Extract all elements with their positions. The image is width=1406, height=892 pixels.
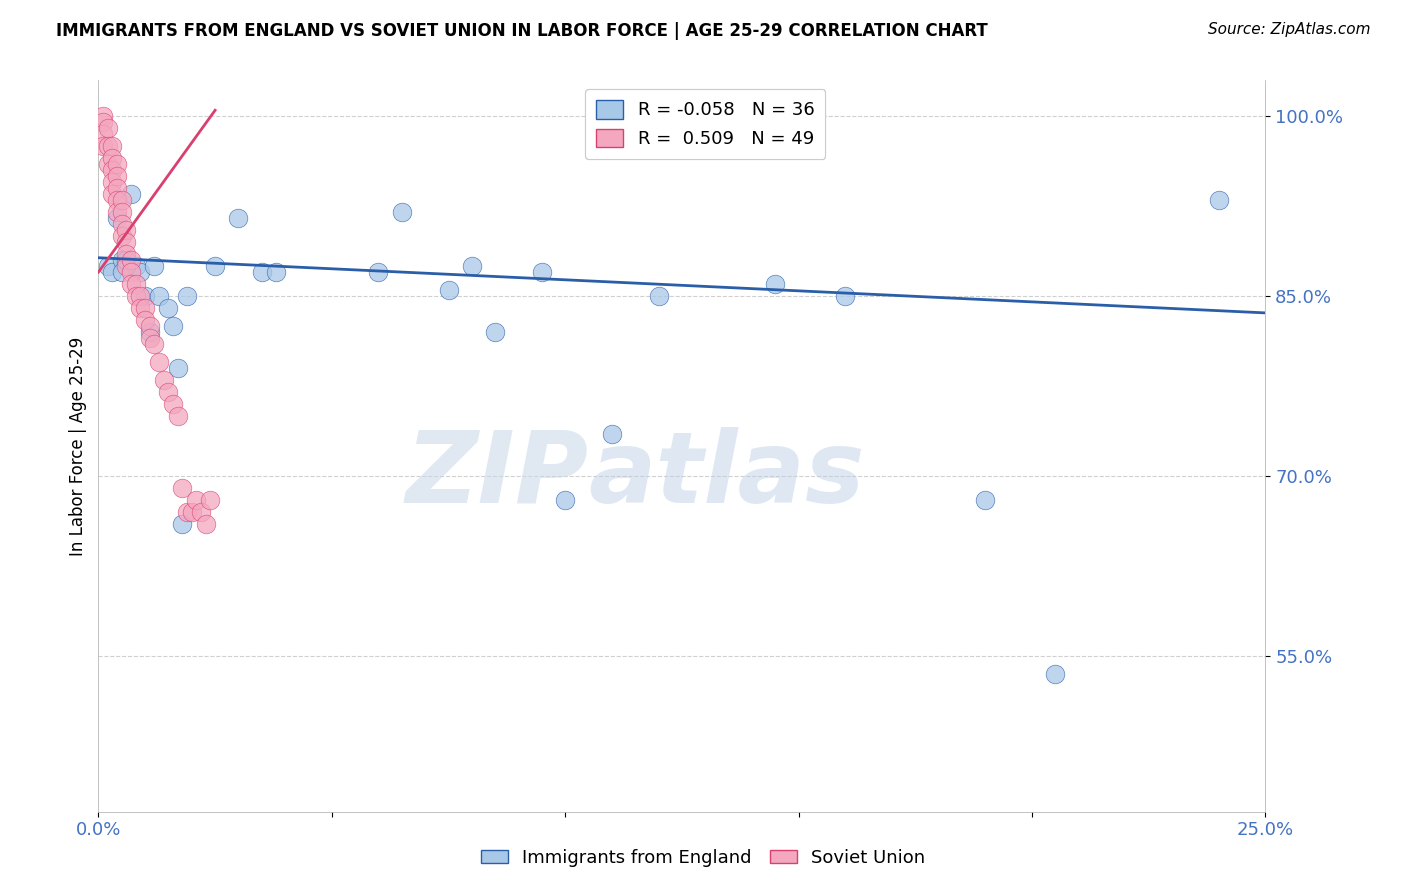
Point <box>143 259 166 273</box>
Point <box>461 259 484 273</box>
Point <box>125 259 148 273</box>
Point <box>148 355 170 369</box>
Point <box>139 319 162 334</box>
Point <box>91 127 114 141</box>
Y-axis label: In Labor Force | Age 25-29: In Labor Force | Age 25-29 <box>69 336 87 556</box>
Point <box>101 265 124 279</box>
Point <box>152 373 174 387</box>
Point <box>176 289 198 303</box>
Point <box>101 163 124 178</box>
Point <box>204 259 226 273</box>
Point <box>437 283 460 297</box>
Point <box>134 301 156 315</box>
Point <box>157 301 180 315</box>
Point <box>264 265 287 279</box>
Point <box>166 361 188 376</box>
Text: atlas: atlas <box>589 426 865 524</box>
Point <box>120 277 142 292</box>
Point <box>105 193 128 207</box>
Text: IMMIGRANTS FROM ENGLAND VS SOVIET UNION IN LABOR FORCE | AGE 25-29 CORRELATION C: IMMIGRANTS FROM ENGLAND VS SOVIET UNION … <box>56 22 988 40</box>
Point <box>105 181 128 195</box>
Point <box>484 325 506 339</box>
Point <box>157 385 180 400</box>
Text: Source: ZipAtlas.com: Source: ZipAtlas.com <box>1208 22 1371 37</box>
Legend: R = -0.058   N = 36, R =  0.509   N = 49: R = -0.058 N = 36, R = 0.509 N = 49 <box>585 89 825 159</box>
Point <box>129 265 152 279</box>
Point <box>101 187 124 202</box>
Point <box>180 505 202 519</box>
Point <box>194 516 217 531</box>
Point <box>1045 666 1067 681</box>
Point <box>974 492 997 507</box>
Point <box>148 289 170 303</box>
Point <box>111 193 134 207</box>
Point <box>228 211 250 226</box>
Point <box>115 259 138 273</box>
Point <box>97 157 120 171</box>
Point <box>91 109 114 123</box>
Point <box>134 289 156 303</box>
Legend: Immigrants from England, Soviet Union: Immigrants from England, Soviet Union <box>474 842 932 874</box>
Point <box>105 169 128 184</box>
Point <box>186 492 208 507</box>
Point <box>111 265 134 279</box>
Point <box>162 319 184 334</box>
Point <box>97 139 120 153</box>
Point <box>763 277 786 292</box>
Point <box>1208 193 1230 207</box>
Point <box>101 139 124 153</box>
Point <box>91 139 114 153</box>
Point <box>125 277 148 292</box>
Point <box>115 235 138 249</box>
Point <box>105 205 128 219</box>
Point <box>134 313 156 327</box>
Point <box>111 205 134 219</box>
Point <box>200 492 222 507</box>
Point <box>115 247 138 261</box>
Point <box>172 481 194 495</box>
Point <box>129 289 152 303</box>
Point <box>367 265 389 279</box>
Point <box>139 325 162 339</box>
Point <box>120 253 142 268</box>
Point <box>111 229 134 244</box>
Point <box>125 289 148 303</box>
Point <box>143 337 166 351</box>
Point <box>101 151 124 165</box>
Point <box>176 505 198 519</box>
Point <box>115 223 138 237</box>
Text: ZIP: ZIP <box>405 426 589 524</box>
Point <box>162 397 184 411</box>
Point <box>111 217 134 231</box>
Point <box>139 331 162 345</box>
Point <box>91 115 114 129</box>
Point <box>250 265 273 279</box>
Point <box>391 205 413 219</box>
Point <box>105 157 128 171</box>
Point <box>105 211 128 226</box>
Point <box>600 427 623 442</box>
Point <box>111 253 134 268</box>
Point <box>97 121 120 136</box>
Point <box>172 516 194 531</box>
Point <box>166 409 188 423</box>
Point <box>120 187 142 202</box>
Point <box>530 265 553 279</box>
Point <box>129 301 152 315</box>
Point <box>647 289 669 303</box>
Point <box>115 253 138 268</box>
Point <box>834 289 856 303</box>
Point <box>554 492 576 507</box>
Point <box>120 265 142 279</box>
Point <box>101 175 124 189</box>
Point <box>190 505 212 519</box>
Point <box>97 259 120 273</box>
